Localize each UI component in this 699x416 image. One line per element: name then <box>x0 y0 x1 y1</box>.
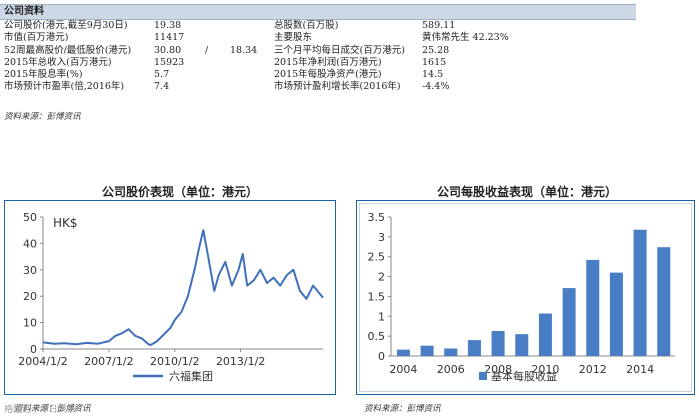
info-value: 黄伟常先生 42.23% <box>422 32 509 44</box>
watermark: 格隆汇 · 今日头条 <box>4 405 76 415</box>
y-tick-label: 0.5 <box>368 330 386 343</box>
y-tick-label: 3 <box>378 231 385 244</box>
info-row: 2015年股息率(%) 5.7 2015年每股净资产(港元) 14.5 <box>4 69 636 81</box>
legend-swatch <box>479 372 487 380</box>
eps-bar <box>538 313 552 356</box>
info-row: 公司股价(港元,截至9月30日) 19.38 总股数(百万股) 589.11 <box>4 20 636 32</box>
x-tick-label: 2010/1/2 <box>150 355 199 368</box>
legend-label: 基本每股收益 <box>491 369 557 383</box>
source-note: 资料来源：彭博资讯 <box>364 404 441 414</box>
section-header: 公司资料 <box>0 4 636 20</box>
x-tick-label: 2010 <box>531 363 559 376</box>
y-tick-label: 1 <box>378 310 385 323</box>
x-tick-label: 2008 <box>484 363 512 376</box>
info-value: 25.28 <box>422 44 450 56</box>
info-value: 7.4 <box>154 81 170 93</box>
eps-chart-title: 公司每股收益表现（单位：港元） <box>436 185 617 199</box>
stock-chart-title: 公司股价表现（单位：港元） <box>101 185 258 199</box>
source-note: 资料来源：彭博资讯 <box>4 112 81 122</box>
info-label: 总股数(百万股) <box>274 20 339 31</box>
eps-bar <box>420 345 434 356</box>
info-value: 15923 <box>154 56 185 68</box>
y-tick-label: 0 <box>30 343 37 356</box>
x-tick-label: 2014 <box>626 363 654 376</box>
info-label: 2015年股息率(%) <box>4 69 83 81</box>
y-tick-label: 1.5 <box>368 290 386 303</box>
eps-bar <box>657 247 671 356</box>
info-label: 2015年总收入(百万港元) <box>4 56 112 68</box>
info-label: 2015年每股净资产(港元) <box>274 69 382 81</box>
y-tick-label: 40 <box>23 237 37 250</box>
y-tick-label: 3.5 <box>368 211 386 224</box>
info-value: 589.11 <box>422 20 456 31</box>
eps-bar <box>396 349 410 356</box>
x-tick-label: 2012 <box>579 363 607 376</box>
info-value: -4.4% <box>422 81 450 93</box>
stock-chart-frame: 0 10 20 30 40 50 2004/1/2 2007/1/2 2010/1/2 2013/… <box>4 200 336 395</box>
info-value: 1615 <box>422 56 447 68</box>
info-label: 主要股东 <box>274 32 313 44</box>
info-label: 市场预计盈利增长率(2016年) <box>274 81 401 93</box>
eps-bar <box>515 334 529 356</box>
y-tick-label: 0 <box>378 350 385 363</box>
info-row: 市场预计市盈率(倍,2016年) 7.4 市场预计盈利增长率(2016年) -4… <box>4 81 636 93</box>
info-value: 5.7 <box>154 69 170 81</box>
info-row: 市值(百万港元) 11417 主要股东 黄伟常先生 42.23% <box>4 32 636 44</box>
info-value: 30.80 <box>154 44 182 56</box>
info-label: 公司股价(港元,截至9月30日) <box>4 20 128 31</box>
eps-bar <box>491 330 505 356</box>
info-label: 市值(百万港元) <box>4 32 69 44</box>
eps-bar <box>562 288 576 356</box>
x-tick-label: 2013/1/2 <box>216 355 265 368</box>
info-value: 18.34 <box>230 44 258 56</box>
info-separator: / <box>205 44 209 56</box>
eps-chart-frame: 0 0.5 1 1.5 2 2.5 3 3.5 2004 2006 2008 2010 2012 2014… <box>356 200 695 395</box>
info-label: 三个月平均每日成交(百万港元) <box>274 44 405 56</box>
eps-bar <box>633 229 647 356</box>
unit-label: HK$ <box>53 216 78 230</box>
y-tick-label: 2 <box>378 271 385 284</box>
eps-chart: 0 0.5 1 1.5 2 2.5 3 3.5 2004 2006 2008 2010 2012 2014… <box>368 211 675 383</box>
info-value: 19.38 <box>154 20 182 31</box>
price-series-line <box>42 229 324 346</box>
eps-bar <box>586 259 600 356</box>
info-label: 2015年净利润(百万港元) <box>274 56 382 68</box>
eps-chart-inner <box>359 203 692 392</box>
source-note: 资料来源：彭博资讯 <box>14 404 91 414</box>
stock-price-chart: 0 10 20 30 40 50 2004/1/2 2007/1/2 2010/1/2 2013/… <box>18 211 324 383</box>
eps-bar <box>609 272 623 356</box>
y-tick-label: 20 <box>23 290 37 303</box>
info-row: 52周最高股价/最低股价(港元) 30.80 / 18.34 三个月平均每日成交… <box>4 45 636 57</box>
y-tick-label: 2.5 <box>368 251 386 264</box>
company-info-table: 公司股价(港元,截至9月30日) 19.38 总股数(百万股) 589.11 市… <box>4 20 636 94</box>
y-tick-label: 10 <box>23 317 37 330</box>
legend-label: 六福集团 <box>169 369 213 383</box>
y-tick-label: 30 <box>23 264 37 277</box>
info-label: 52周最高股价/最低股价(港元) <box>4 44 132 56</box>
info-row: 2015年总收入(百万港元) 15923 2015年净利润(百万港元) 1615 <box>4 57 636 69</box>
section-title: 公司资料 <box>4 6 44 17</box>
y-tick-label: 50 <box>23 211 37 224</box>
x-tick-label: 2004 <box>389 363 417 376</box>
eps-bar <box>467 340 481 356</box>
eps-bar <box>444 348 458 356</box>
info-value: 14.5 <box>422 69 444 81</box>
x-tick-label: 2006 <box>437 363 465 376</box>
x-tick-label: 2007/1/2 <box>84 355 133 368</box>
info-label: 市场预计市盈率(倍,2016年) <box>4 81 125 93</box>
x-tick-label: 2004/1/2 <box>18 355 67 368</box>
info-value: 11417 <box>154 32 185 44</box>
